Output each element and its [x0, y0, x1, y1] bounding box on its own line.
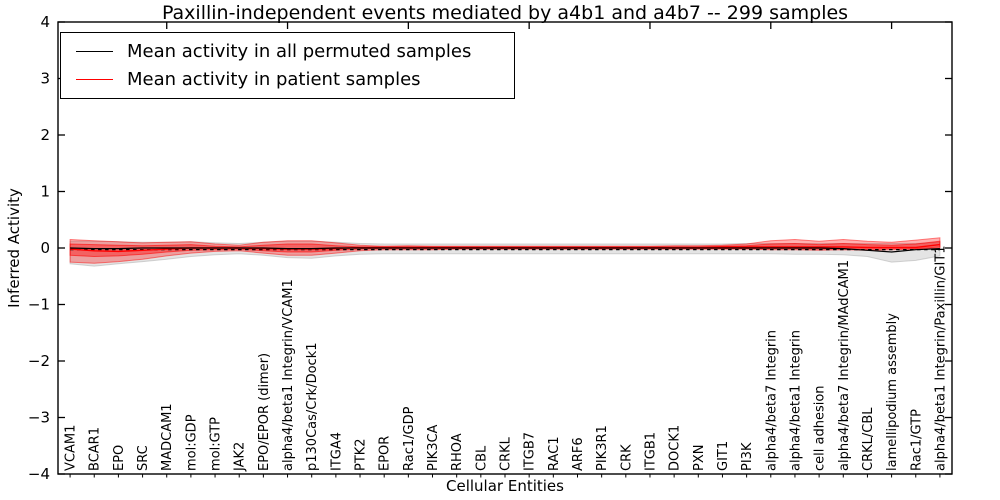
x-category-label: alpha4/beta1 Integrin	[788, 330, 803, 471]
x-category-label: PI3K	[740, 442, 755, 471]
y-tick-label: 4	[40, 13, 50, 31]
x-category-label: ITGB7	[523, 432, 538, 471]
x-category-label: CRKL	[499, 436, 514, 471]
x-category-label: RHOA	[450, 433, 465, 471]
legend-item-permuted: Mean activity in all permuted samples	[61, 41, 514, 62]
x-category-label: alpha4/beta1 Integrin/VCAM1	[281, 279, 296, 471]
x-category-label: PIK3R1	[595, 425, 610, 471]
x-category-label: BCAR1	[88, 427, 103, 471]
legend-item-patient: Mean activity in patient samples	[61, 69, 514, 90]
x-category-label: GIT1	[716, 441, 731, 471]
x-category-label: CRK	[619, 444, 634, 471]
x-category-label: DOCK1	[668, 425, 683, 471]
legend-line-sample-permuted	[76, 50, 113, 52]
x-category-label: PTK2	[354, 438, 369, 471]
x-category-label: mol:GTP	[209, 417, 224, 471]
legend: Mean activity in all permuted samples Me…	[60, 32, 515, 99]
permuted-mean-line	[70, 247, 940, 253]
x-category-label: MADCAM1	[160, 403, 175, 471]
x-axis-label: Cellular Entities	[446, 477, 564, 495]
x-category-label: VCAM1	[64, 425, 79, 471]
x-category-label: JAK2	[233, 442, 248, 472]
x-category-label: RAC1	[547, 436, 562, 471]
x-category-label: EPOR	[378, 436, 393, 471]
x-category-label: SRC	[136, 445, 151, 471]
x-category-label: ITGB1	[644, 432, 659, 471]
y-tick-label: −3	[28, 409, 50, 427]
x-category-label: Rac1/GDP	[402, 406, 417, 471]
y-tick-label: 1	[40, 183, 50, 201]
x-category-label: PXN	[692, 445, 707, 471]
x-category-label: mol:GDP	[184, 414, 199, 471]
x-category-label: ARF6	[571, 437, 586, 471]
x-category-label: Rac1/GTP	[909, 409, 924, 471]
y-tick-label: 0	[40, 239, 50, 257]
y-tick-label: −1	[28, 296, 50, 314]
y-tick-label: −4	[28, 465, 50, 483]
x-category-label: p130Cas/Crk/Dock1	[305, 342, 320, 471]
x-category-label: ITGA4	[329, 432, 344, 471]
x-category-label: PIK3CA	[426, 424, 441, 471]
y-tick-label: 2	[40, 126, 50, 144]
x-category-label: EPO	[112, 445, 127, 471]
x-category-label: EPO/EPOR (dimer)	[257, 353, 272, 471]
x-category-label: CRKL/CBL	[861, 407, 876, 471]
x-category-label: alpha4/beta7 Integrin	[764, 330, 779, 471]
x-category-label: lamellipodium assembly	[885, 313, 900, 471]
legend-label-permuted: Mean activity in all permuted samples	[127, 40, 472, 62]
x-category-label: alpha4/beta1 Integrin/Paxillin/GIT1	[933, 245, 948, 471]
legend-label-patient: Mean activity in patient samples	[127, 69, 421, 91]
y-tick-label: −2	[28, 352, 50, 370]
x-category-label: alpha4/beta7 Integrin/MAdCAM1	[837, 260, 852, 471]
chart-title: Paxillin-independent events mediated by …	[161, 2, 849, 24]
y-tick-label: 3	[40, 70, 50, 88]
y-axis-label: Inferred Activity	[5, 188, 23, 308]
legend-line-sample-patient	[76, 79, 113, 81]
x-category-label: CBL	[474, 445, 489, 471]
x-category-label: cell adhesion	[813, 385, 828, 471]
